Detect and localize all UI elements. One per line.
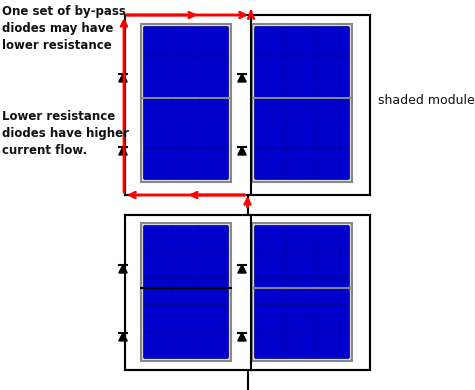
FancyBboxPatch shape [317, 225, 350, 253]
FancyBboxPatch shape [143, 57, 172, 88]
Polygon shape [119, 333, 127, 341]
Polygon shape [119, 147, 127, 155]
FancyBboxPatch shape [200, 87, 228, 119]
FancyBboxPatch shape [255, 278, 287, 306]
FancyBboxPatch shape [171, 57, 200, 88]
Polygon shape [119, 74, 127, 82]
FancyBboxPatch shape [171, 225, 200, 253]
FancyBboxPatch shape [286, 305, 318, 332]
Polygon shape [238, 333, 246, 341]
FancyBboxPatch shape [255, 225, 287, 253]
FancyBboxPatch shape [200, 118, 228, 149]
FancyBboxPatch shape [286, 118, 318, 149]
Polygon shape [238, 147, 246, 155]
FancyBboxPatch shape [200, 225, 228, 253]
FancyBboxPatch shape [143, 305, 172, 332]
Text: One set of by-pass
diodes may have
lower resistance: One set of by-pass diodes may have lower… [2, 5, 126, 52]
Bar [125, 15, 370, 195]
FancyBboxPatch shape [317, 118, 350, 149]
FancyBboxPatch shape [286, 225, 318, 253]
FancyBboxPatch shape [200, 148, 228, 179]
FancyBboxPatch shape [317, 87, 350, 119]
FancyBboxPatch shape [286, 331, 318, 358]
FancyBboxPatch shape [171, 278, 200, 306]
FancyBboxPatch shape [143, 27, 172, 58]
Bar [252, 24, 352, 182]
FancyBboxPatch shape [171, 27, 200, 58]
FancyBboxPatch shape [200, 57, 228, 88]
FancyBboxPatch shape [255, 27, 287, 58]
FancyBboxPatch shape [171, 331, 200, 358]
Text: shaded module: shaded module [378, 94, 475, 106]
Bar [252, 223, 352, 361]
FancyBboxPatch shape [171, 87, 200, 119]
Bar [141, 223, 231, 361]
FancyBboxPatch shape [200, 252, 228, 279]
FancyBboxPatch shape [255, 87, 287, 119]
FancyBboxPatch shape [200, 331, 228, 358]
FancyBboxPatch shape [200, 27, 228, 58]
Bar [141, 24, 231, 182]
FancyBboxPatch shape [171, 252, 200, 279]
FancyBboxPatch shape [286, 57, 318, 88]
FancyBboxPatch shape [286, 148, 318, 179]
FancyBboxPatch shape [317, 305, 350, 332]
FancyBboxPatch shape [143, 148, 172, 179]
FancyBboxPatch shape [255, 118, 287, 149]
FancyBboxPatch shape [317, 252, 350, 279]
FancyBboxPatch shape [317, 57, 350, 88]
Bar [125, 215, 370, 370]
FancyBboxPatch shape [286, 252, 318, 279]
FancyBboxPatch shape [317, 148, 350, 179]
FancyBboxPatch shape [286, 278, 318, 306]
FancyBboxPatch shape [143, 252, 172, 279]
FancyBboxPatch shape [255, 252, 287, 279]
FancyBboxPatch shape [143, 87, 172, 119]
Polygon shape [119, 264, 127, 273]
FancyBboxPatch shape [171, 148, 200, 179]
FancyBboxPatch shape [317, 331, 350, 358]
FancyBboxPatch shape [255, 331, 287, 358]
FancyBboxPatch shape [255, 57, 287, 88]
FancyBboxPatch shape [317, 278, 350, 306]
Text: Lower resistance
diodes have higher
current flow.: Lower resistance diodes have higher curr… [2, 110, 129, 157]
FancyBboxPatch shape [200, 278, 228, 306]
FancyBboxPatch shape [200, 305, 228, 332]
FancyBboxPatch shape [143, 118, 172, 149]
Polygon shape [238, 264, 246, 273]
FancyBboxPatch shape [255, 148, 287, 179]
FancyBboxPatch shape [171, 118, 200, 149]
FancyBboxPatch shape [171, 305, 200, 332]
FancyBboxPatch shape [143, 225, 172, 253]
FancyBboxPatch shape [143, 331, 172, 358]
FancyBboxPatch shape [286, 87, 318, 119]
Polygon shape [238, 74, 246, 82]
FancyBboxPatch shape [143, 278, 172, 306]
FancyBboxPatch shape [317, 27, 350, 58]
FancyBboxPatch shape [286, 27, 318, 58]
FancyBboxPatch shape [255, 305, 287, 332]
